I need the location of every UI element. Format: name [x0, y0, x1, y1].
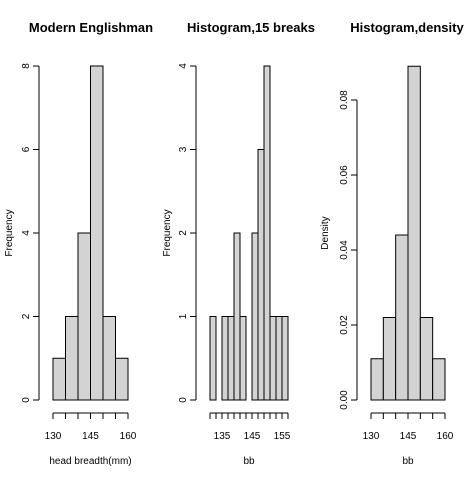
y-tick-label: 0.00 — [339, 390, 350, 410]
histogram-bar — [209, 316, 217, 401]
y-axis-label: Frequency — [162, 209, 173, 256]
y-tick-label: 6 — [21, 146, 32, 152]
x-tick-label: 130 — [363, 431, 380, 442]
y-tick-label: 0 — [178, 397, 189, 403]
y-tick-label: 3 — [178, 146, 189, 152]
histogram-bar — [251, 232, 259, 401]
y-tick-label: 2 — [21, 313, 32, 319]
histogram-bar — [52, 357, 66, 401]
chart-title: Modern Englishman — [29, 20, 153, 35]
y-tick-label: 0.06 — [339, 165, 350, 185]
histogram-bar — [221, 316, 229, 401]
y-tick-label: 2 — [178, 230, 189, 236]
histogram-bar — [65, 316, 79, 401]
x-tick-label: 145 — [82, 431, 99, 442]
y-axis-label: Density — [320, 216, 331, 249]
histogram-bar — [227, 316, 235, 401]
y-tick-label: 0.02 — [339, 315, 350, 335]
histogram-bar — [432, 358, 446, 401]
histogram-bar — [269, 316, 277, 401]
x-axis-label: head breadth(mm) — [49, 456, 131, 467]
x-tick-label: 160 — [120, 431, 137, 442]
y-tick-label: 8 — [21, 63, 32, 69]
histogram-bar — [233, 232, 241, 401]
chart-title: Histogram,15 breaks — [187, 20, 315, 35]
histogram-bar — [407, 65, 421, 401]
histogram-bar — [239, 316, 247, 401]
y-tick-label: 1 — [178, 313, 189, 319]
x-tick-label: 160 — [437, 431, 454, 442]
histogram-bar — [263, 65, 271, 401]
histogram-bar — [115, 357, 129, 401]
histogram-bar — [370, 358, 384, 401]
x-tick-label: 130 — [45, 431, 62, 442]
histogram-panel-2: Histogram,15 breaks 0 1 2 3 4 135 145 155 bb Frequ… — [162, 20, 315, 467]
x-tick-label: 155 — [274, 431, 291, 442]
x-axis-label: bb — [402, 456, 414, 467]
histogram-bar — [281, 316, 289, 401]
histogram-bar — [419, 317, 434, 401]
x-tick-label: 135 — [214, 431, 231, 442]
histogram-bar — [90, 65, 104, 401]
y-tick-label: 0.08 — [339, 90, 350, 110]
histogram-bar — [382, 317, 397, 401]
histogram-bar — [77, 232, 91, 401]
chart-title: Histogram,density — [350, 20, 464, 35]
histogram-bar — [395, 234, 409, 401]
x-axis-label: bb — [243, 456, 255, 467]
y-tick-label: 4 — [178, 63, 189, 69]
histogram-bar — [257, 149, 265, 401]
histogram-panel-1: Modern Englishman 0 2 4 6 8 130 145 160 head brea… — [4, 20, 153, 467]
histogram-bar — [275, 316, 283, 401]
y-axis-label: Frequency — [4, 209, 15, 256]
y-tick-label: 4 — [21, 230, 32, 236]
x-tick-label: 145 — [400, 431, 417, 442]
histogram-panel-3: Histogram,density 0.00 0.02 0.04 0.06 0.08 130… — [320, 20, 464, 467]
histogram-bar — [102, 316, 116, 401]
x-tick-label: 145 — [244, 431, 261, 442]
y-tick-label: 0.04 — [339, 240, 350, 260]
y-tick-label: 0 — [21, 397, 32, 403]
